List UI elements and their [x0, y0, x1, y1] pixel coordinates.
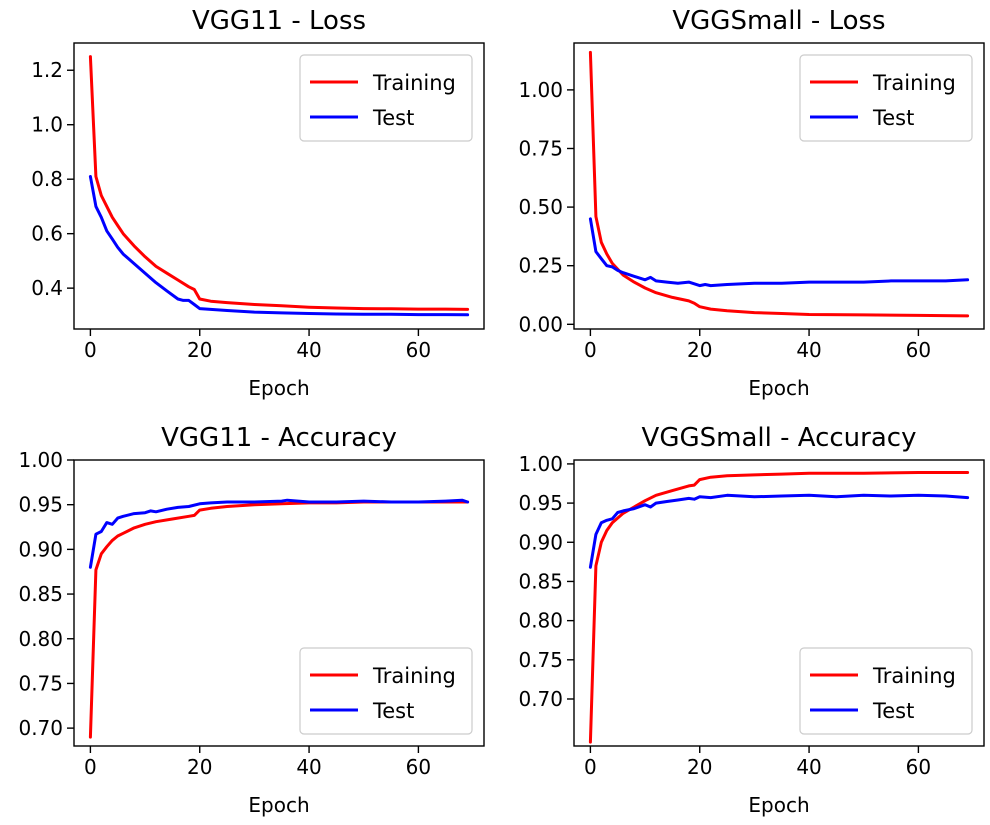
- x-tick-label: 0: [584, 338, 597, 362]
- legend-box: [799, 647, 973, 735]
- x-axis-label: Epoch: [748, 793, 809, 817]
- plot-frame: [73, 42, 485, 330]
- x-tick-label: 60: [906, 755, 931, 779]
- plot-frame: [73, 459, 485, 747]
- subplot-vgg11-loss: VGG11 - Loss Epoch 0 20 40 60 0.4 0.6 0.8 1.0 1.…: [31, 6, 485, 400]
- series-line-training: [588, 471, 970, 744]
- legend-box: [299, 647, 473, 735]
- chart-title: VGGSmall - Accuracy: [642, 423, 917, 453]
- y-tick-label: 1.00: [518, 452, 563, 476]
- y-tick-label: 0.50: [518, 195, 563, 219]
- plot-frame: [573, 459, 985, 747]
- y-tick-label: 1.2: [31, 58, 63, 82]
- x-tick-label: 40: [296, 338, 321, 362]
- series-line-test: [588, 493, 970, 569]
- y-tick-label: 0.80: [518, 609, 563, 633]
- subplot-vggsmall-accuracy: VGGSmall - Accuracy Epoch 0 20 40 60 0.70 0.7…: [518, 423, 985, 817]
- y-tick-label: 0.25: [518, 254, 563, 278]
- x-tick-label: 20: [687, 755, 712, 779]
- y-tick-label: 0.70: [518, 687, 563, 711]
- legend-label-test: Test: [872, 106, 914, 130]
- x-tick-label: 60: [406, 755, 431, 779]
- x-tick-label: 60: [906, 338, 931, 362]
- y-tick-label: 0.00: [518, 312, 563, 336]
- x-axis-label: Epoch: [248, 793, 309, 817]
- y-tick-label: 0.85: [18, 582, 63, 606]
- x-tick-label: 0: [584, 755, 597, 779]
- series-line-test: [88, 498, 470, 569]
- series-line-training: [88, 55, 470, 311]
- chart-title: VGG11 - Accuracy: [161, 423, 397, 453]
- y-tick-label: 0.85: [518, 569, 563, 593]
- legend-label-test: Test: [372, 699, 414, 723]
- y-tick-label: 0.75: [518, 648, 563, 672]
- x-tick-label: 40: [296, 755, 321, 779]
- y-tick-label: 0.75: [518, 136, 563, 160]
- y-tick-label: 0.75: [18, 671, 63, 695]
- y-tick-label: 1.0: [31, 113, 63, 137]
- legend: Training Test: [799, 647, 973, 735]
- subplot-vgg11-accuracy: VGG11 - Accuracy Epoch 0 20 40 60 0.70 0.75 0.…: [18, 423, 485, 817]
- chart-title: VGGSmall - Loss: [672, 6, 885, 36]
- legend: Training Test: [299, 54, 473, 142]
- x-tick-label: 0: [84, 755, 97, 779]
- series-line-test: [88, 175, 470, 317]
- y-tick-label: 0.6: [31, 222, 63, 246]
- legend-label-test: Test: [872, 699, 914, 723]
- y-tick-label: 0.95: [18, 493, 63, 517]
- y-tick-label: 0.70: [18, 716, 63, 740]
- legend-box: [299, 54, 473, 142]
- series-line-training: [588, 50, 970, 318]
- chart-title: VGG11 - Loss: [192, 6, 366, 36]
- y-tick-label: 0.4: [31, 276, 63, 300]
- x-tick-label: 20: [687, 338, 712, 362]
- x-tick-label: 60: [406, 338, 431, 362]
- plot-frame: [573, 42, 985, 330]
- series-line-test: [588, 217, 970, 288]
- y-tick-label: 0.95: [518, 491, 563, 515]
- x-tick-label: 20: [187, 338, 212, 362]
- x-axis-label: Epoch: [748, 376, 809, 400]
- legend-label-training: Training: [372, 71, 456, 95]
- legend-label-test: Test: [372, 106, 414, 130]
- legend-label-training: Training: [372, 664, 456, 688]
- y-tick-label: 0.90: [518, 530, 563, 554]
- y-tick-label: 0.8: [31, 167, 63, 191]
- x-tick-label: 40: [796, 338, 821, 362]
- x-tick-label: 20: [187, 755, 212, 779]
- subplot-vggsmall-loss: VGGSmall - Loss Epoch 0 20 40 60 0.00 0.25 0.5…: [518, 6, 985, 400]
- y-tick-label: 1.00: [518, 78, 563, 102]
- legend: Training Test: [299, 647, 473, 735]
- y-tick-label: 0.90: [18, 537, 63, 561]
- legend-label-training: Training: [872, 71, 956, 95]
- y-tick-label: 1.00: [18, 448, 63, 472]
- legend: Training Test: [799, 54, 973, 142]
- legend-label-training: Training: [872, 664, 956, 688]
- x-tick-label: 40: [796, 755, 821, 779]
- legend-box: [799, 54, 973, 142]
- x-axis-label: Epoch: [248, 376, 309, 400]
- y-tick-label: 0.80: [18, 627, 63, 651]
- x-tick-label: 0: [84, 338, 97, 362]
